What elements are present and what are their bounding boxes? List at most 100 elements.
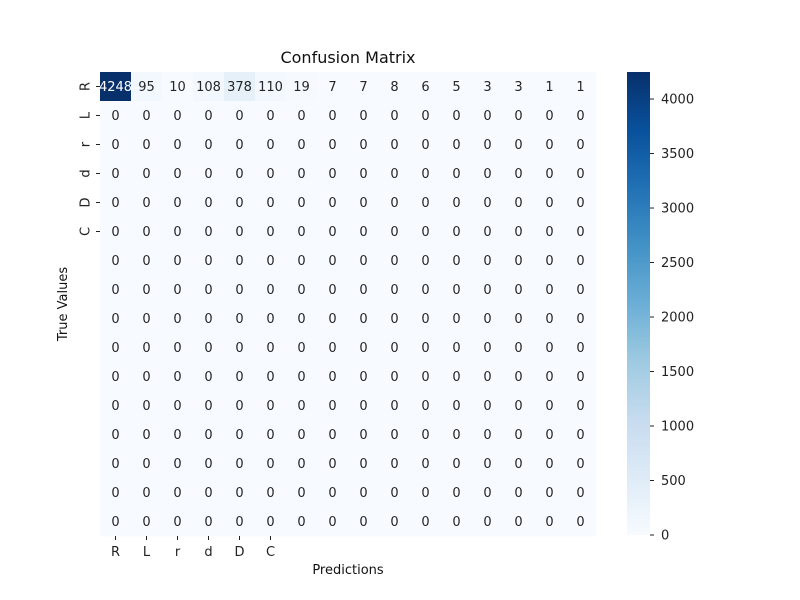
- heatmap-cell-1-10: [410, 101, 442, 131]
- heatmap-cell-3-7: [317, 159, 349, 189]
- cell-value-4-7: 0: [328, 196, 336, 211]
- cell-value-2-11: 0: [452, 138, 460, 153]
- heatmap-cell-4-15: [565, 188, 597, 218]
- cell-value-13-10: 0: [421, 457, 429, 472]
- cell-value-5-8: 0: [359, 225, 367, 240]
- heatmap-cell-0-2: [162, 72, 194, 102]
- cell-value-7-4: 0: [235, 283, 243, 298]
- heatmap-cell-0-0: [100, 72, 132, 102]
- heatmap-cell-13-13: [503, 449, 535, 479]
- cell-value-9-12: 0: [483, 341, 491, 356]
- heatmap-cell-9-11: [441, 333, 473, 363]
- heatmap-cell-7-4: [224, 275, 256, 305]
- heatmap-cell-0-5: [255, 72, 287, 102]
- cell-value-9-11: 0: [452, 341, 460, 356]
- cell-value-12-13: 0: [514, 428, 522, 443]
- heatmap-cell-0-13: [503, 72, 535, 102]
- heatmap-cell-8-12: [472, 304, 504, 334]
- cell-value-2-14: 0: [545, 138, 553, 153]
- heatmap-cell-6-0: [100, 246, 132, 276]
- cell-value-2-15: 0: [576, 138, 584, 153]
- heatmap-cell-8-13: [503, 304, 535, 334]
- heatmap-cell-4-1: [131, 188, 163, 218]
- cell-value-13-1: 0: [142, 457, 150, 472]
- heatmap-cell-10-15: [565, 362, 597, 392]
- heatmap-cell-2-5: [255, 130, 287, 160]
- heatmap-cell-6-4: [224, 246, 256, 276]
- heatmap-cell-10-1: [131, 362, 163, 392]
- heatmap-cell-15-9: [379, 507, 411, 537]
- cell-value-13-3: 0: [204, 457, 212, 472]
- heatmap-cell-15-3: [193, 507, 225, 537]
- heatmap-cell-7-0: [100, 275, 132, 305]
- heatmap-cell-3-6: [286, 159, 318, 189]
- cell-value-5-6: 0: [297, 225, 305, 240]
- heatmap-cell-5-1: [131, 217, 163, 247]
- cell-value-9-1: 0: [142, 341, 150, 356]
- heatmap-cell-6-14: [534, 246, 566, 276]
- y-tick-label-5: C: [79, 227, 94, 236]
- heatmap-cell-1-12: [472, 101, 504, 131]
- cell-value-8-10: 0: [421, 312, 429, 327]
- heatmap-cell-14-6: [286, 478, 318, 508]
- heatmap-cell-6-10: [410, 246, 442, 276]
- cell-value-11-1: 0: [142, 399, 150, 414]
- cell-value-5-14: 0: [545, 225, 553, 240]
- cell-value-8-2: 0: [173, 312, 181, 327]
- heatmap-cell-11-10: [410, 391, 442, 421]
- cell-value-11-7: 0: [328, 399, 336, 414]
- heatmap-cell-11-0: [100, 391, 132, 421]
- cell-value-10-8: 0: [359, 370, 367, 385]
- cell-value-3-13: 0: [514, 167, 522, 182]
- cell-value-12-6: 0: [297, 428, 305, 443]
- cell-value-4-15: 0: [576, 196, 584, 211]
- cell-value-15-2: 0: [173, 515, 181, 530]
- heatmap-cell-0-3: [193, 72, 225, 102]
- cell-value-5-0: 0: [111, 225, 119, 240]
- heatmap-cell-9-5: [255, 333, 287, 363]
- cell-value-6-11: 0: [452, 254, 460, 269]
- colorbar-tick-label-4: 2000: [661, 311, 694, 326]
- heatmap-cell-6-3: [193, 246, 225, 276]
- cell-value-0-11: 5: [452, 80, 460, 95]
- cell-value-1-1: 0: [142, 109, 150, 124]
- heatmap-cell-4-10: [410, 188, 442, 218]
- cell-value-7-13: 0: [514, 283, 522, 298]
- heatmap-cell-5-14: [534, 217, 566, 247]
- cell-value-0-14: 1: [545, 80, 553, 95]
- cell-value-6-15: 0: [576, 254, 584, 269]
- cell-value-1-2: 0: [173, 109, 181, 124]
- heatmap-cell-10-14: [534, 362, 566, 392]
- heatmap-cell-0-6: [286, 72, 318, 102]
- cell-value-6-8: 0: [359, 254, 367, 269]
- heatmap-cell-15-0: [100, 507, 132, 537]
- heatmap-cell-9-12: [472, 333, 504, 363]
- y-axis-label: True Values: [56, 267, 71, 342]
- cell-value-14-10: 0: [421, 486, 429, 501]
- heatmap-cell-13-14: [534, 449, 566, 479]
- heatmap-cell-5-0: [100, 217, 132, 247]
- cell-value-10-15: 0: [576, 370, 584, 385]
- heatmap-cell-2-10: [410, 130, 442, 160]
- heatmap-cell-10-11: [441, 362, 473, 392]
- heatmap-cell-7-5: [255, 275, 287, 305]
- x-axis-label: Predictions: [312, 563, 384, 578]
- cell-value-0-9: 8: [390, 80, 398, 95]
- cell-value-12-8: 0: [359, 428, 367, 443]
- cell-value-4-8: 0: [359, 196, 367, 211]
- heatmap-cell-3-12: [472, 159, 504, 189]
- cell-value-4-2: 0: [173, 196, 181, 211]
- heatmap-cell-3-9: [379, 159, 411, 189]
- cell-value-10-9: 0: [390, 370, 398, 385]
- heatmap-cell-7-6: [286, 275, 318, 305]
- cell-value-4-0: 0: [111, 196, 119, 211]
- heatmap-cell-7-2: [162, 275, 194, 305]
- cell-value-15-6: 0: [297, 515, 305, 530]
- heatmap-cell-10-2: [162, 362, 194, 392]
- cell-value-3-9: 0: [390, 167, 398, 182]
- cell-value-5-2: 0: [173, 225, 181, 240]
- cell-value-0-8: 7: [359, 80, 367, 95]
- colorbar-tick-label-0: 0: [661, 529, 669, 544]
- heatmap-cell-2-2: [162, 130, 194, 160]
- heatmap-cell-9-2: [162, 333, 194, 363]
